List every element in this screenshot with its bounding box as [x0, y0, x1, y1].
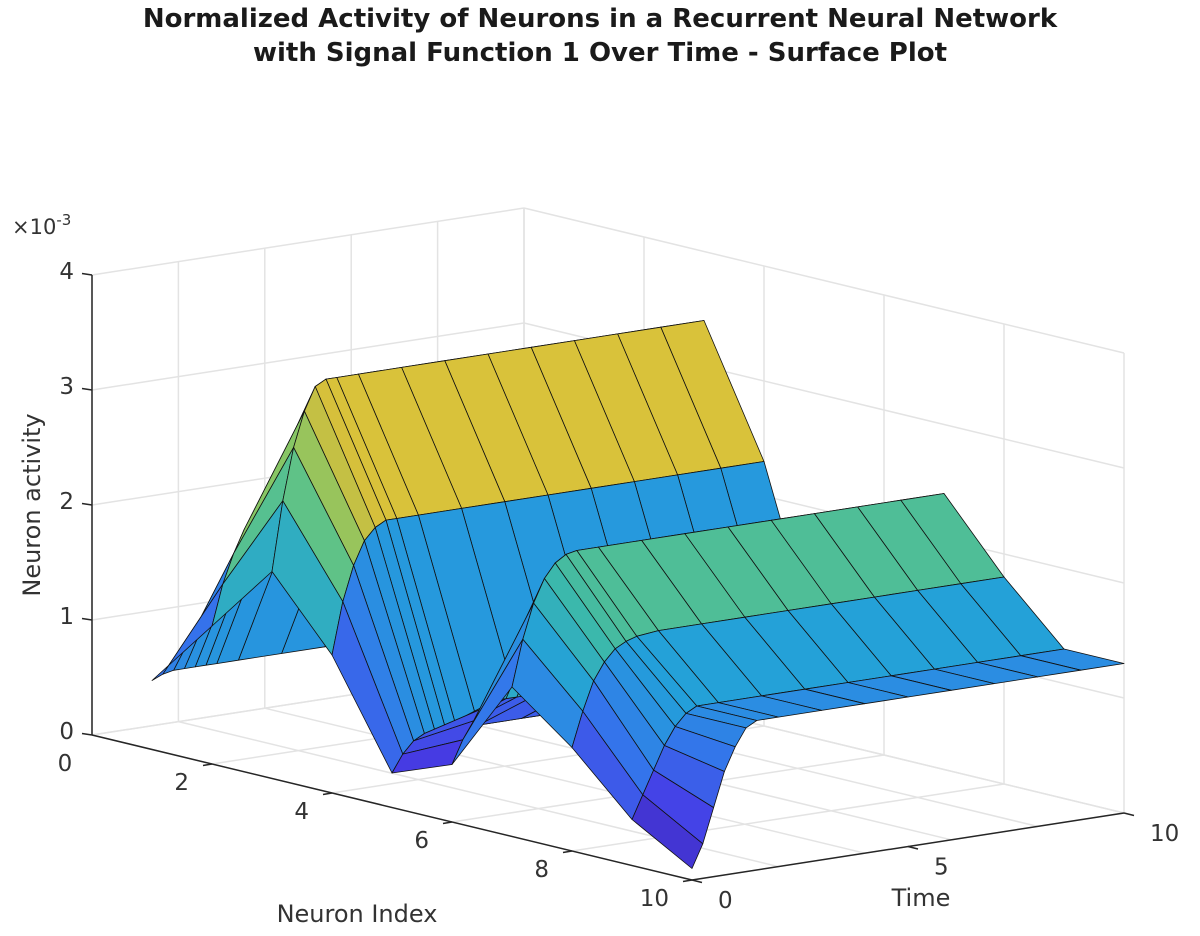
- y-tick: [907, 845, 919, 850]
- grid-line-z-back: [523, 207, 1125, 354]
- x-axis-label: Neuron Index: [277, 900, 438, 928]
- z-tick-label: 1: [59, 604, 74, 630]
- x-tick: [322, 792, 333, 796]
- grid-line-z-left: [91, 322, 525, 391]
- z-tick-label: 4: [59, 259, 74, 285]
- z-exponent-base: ×10: [12, 215, 56, 239]
- grid-line-floor-y: [264, 707, 865, 854]
- x-tick-label: 2: [174, 770, 189, 796]
- x-tick: [202, 763, 213, 767]
- z-tick: [81, 387, 93, 391]
- z-tick: [81, 617, 93, 621]
- surface-layer: [151, 320, 1125, 869]
- surface-patch: [631, 794, 704, 869]
- z-tick-label: 0: [59, 719, 74, 745]
- chart-title: Normalized Activity of Neurons in a Recu…: [0, 2, 1200, 70]
- x-tick-label: 4: [294, 799, 309, 825]
- x-tick-label: 10: [640, 886, 669, 912]
- chart-title-line-1: Normalized Activity of Neurons in a Recu…: [142, 4, 1058, 34]
- x-origin-tick-label: 0: [58, 751, 73, 777]
- x-axis-line: [91, 734, 693, 881]
- y-tick: [1123, 812, 1135, 817]
- z-tick: [81, 732, 93, 736]
- grid-line-z-left: [91, 207, 525, 276]
- axes-layer: 2 4 6 8 10 0 0 5 10 0 1 2 3 4: [58, 259, 1180, 914]
- x-tick-label: 8: [534, 857, 549, 883]
- x-tick: [682, 879, 693, 883]
- grid-line-floor-x: [571, 783, 1005, 852]
- z-exponent-label: ×10-3: [12, 211, 71, 239]
- z-tick-label: 2: [59, 489, 74, 515]
- x-tick: [442, 821, 453, 825]
- z-tick: [81, 502, 93, 506]
- z-tick-label: 3: [59, 374, 74, 400]
- y-tick: [691, 879, 703, 884]
- y-tick-label: 10: [1150, 821, 1179, 847]
- chart-title-line-2: with Signal Function 1 Over Time - Surfa…: [252, 38, 948, 68]
- y-tick-label: 5: [934, 855, 949, 881]
- z-exponent-power: -3: [56, 211, 71, 229]
- x-tick-label: 6: [414, 828, 429, 854]
- z-axis-label: Neuron activity: [18, 413, 46, 596]
- y-axis-label: Time: [891, 884, 951, 912]
- z-tick: [81, 272, 93, 276]
- x-tick: [562, 850, 573, 854]
- y-tick-label: 0: [718, 888, 733, 914]
- label-layer: Neuron Index Time Neuron activity ×10-3: [12, 211, 950, 928]
